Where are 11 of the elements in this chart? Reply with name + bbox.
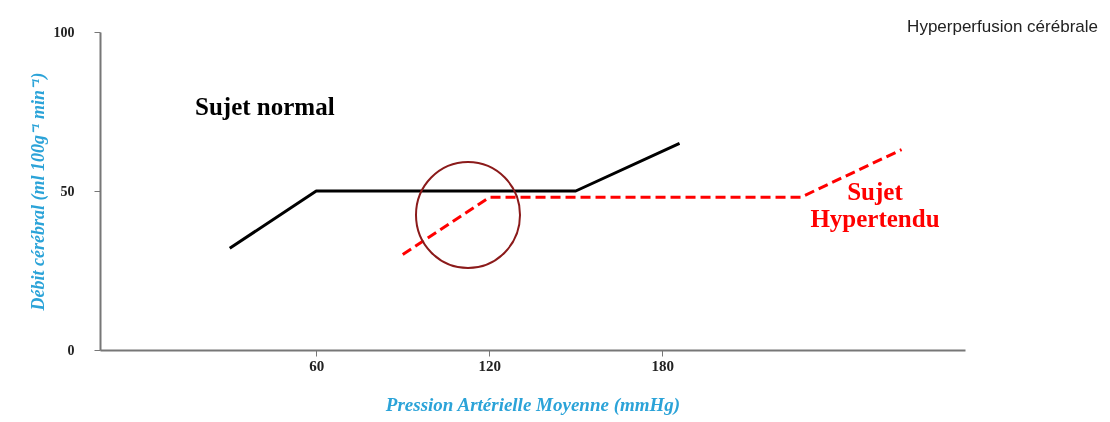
- annotation: Hyperperfusion cérébrale: [907, 17, 1098, 36]
- x-tick-label: 120: [478, 357, 501, 374]
- x-tick-label: 60: [309, 357, 325, 374]
- y-tick-label: 100: [53, 24, 75, 40]
- y-axis-title: Débit cérébral (ml 100g⁻¹ min⁻¹): [27, 72, 49, 312]
- x-tick-label: 180: [651, 357, 674, 374]
- y-tick-label: 0: [67, 342, 75, 358]
- text: Sujet normal: [195, 93, 335, 120]
- series-label: Sujet Hypertendu: [810, 178, 940, 232]
- x-axis-title: Pression Artérielle Moyenne (mmHg): [384, 393, 681, 416]
- y-tick-label: 50: [60, 183, 75, 199]
